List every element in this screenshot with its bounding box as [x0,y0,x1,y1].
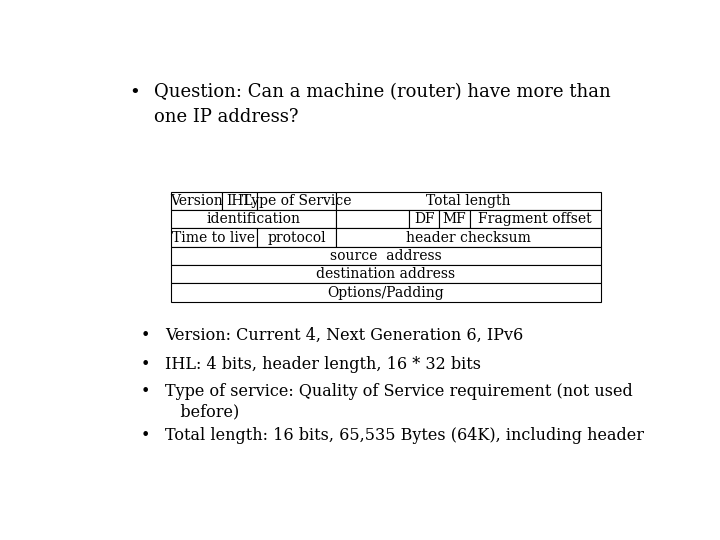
Text: •: • [140,383,150,400]
Text: Version: Current 4, Next Generation 6, IPv6: Version: Current 4, Next Generation 6, I… [166,327,523,344]
Text: Total length: 16 bits, 65,535 Bytes (64K), including header: Total length: 16 bits, 65,535 Bytes (64K… [166,427,644,444]
Text: header checksum: header checksum [406,231,531,245]
Text: source  address: source address [330,249,441,263]
Bar [410,210,439,228]
Bar [336,192,600,210]
Bar [171,210,336,228]
Text: Type of Service: Type of Service [242,194,351,208]
Bar [171,192,222,210]
Bar [336,210,410,228]
Bar [171,265,600,284]
Text: before): before) [166,404,240,421]
Text: Version: Version [171,194,223,208]
Text: Options/Padding: Options/Padding [328,286,444,300]
Text: •: • [140,427,150,444]
Bar [222,192,257,210]
Text: protocol: protocol [267,231,326,245]
Text: DF: DF [414,212,435,226]
Text: identification: identification [207,212,301,226]
Bar [469,210,600,228]
Text: •: • [140,356,150,373]
Bar [171,247,600,265]
Text: Type of service: Quality of Service requirement (not used: Type of service: Quality of Service requ… [166,383,633,400]
Text: MF: MF [443,212,467,226]
Text: one IP address?: one IP address? [154,109,299,126]
Bar [439,210,469,228]
Text: •: • [140,327,150,344]
Text: Total length: Total length [426,194,510,208]
Text: Question: Can a machine (router) have more than: Question: Can a machine (router) have mo… [154,84,611,102]
Bar [171,228,257,247]
Text: Fragment offset: Fragment offset [478,212,592,226]
Text: •: • [129,84,140,102]
Bar [336,228,600,247]
Text: destination address: destination address [316,267,455,281]
Text: IHL: IHL [226,194,253,208]
Text: Time to live: Time to live [172,231,256,245]
Bar [171,284,600,302]
Bar [257,192,336,210]
Bar [257,228,336,247]
Text: IHL: 4 bits, header length, 16 * 32 bits: IHL: 4 bits, header length, 16 * 32 bits [166,356,482,373]
